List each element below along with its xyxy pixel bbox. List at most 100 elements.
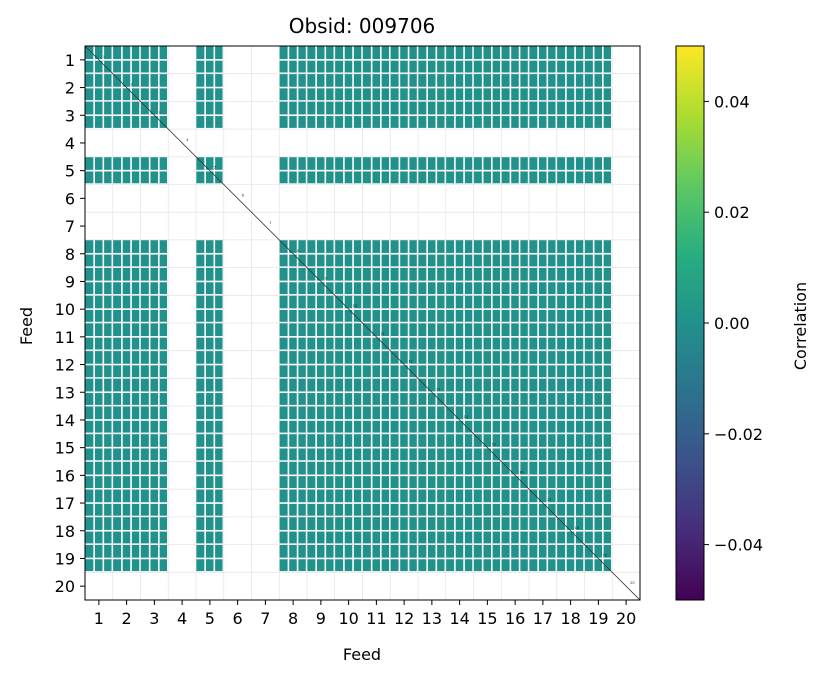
- heatmap-cell: [196, 489, 224, 517]
- heatmap-cell: [473, 46, 502, 74]
- heatmap-cell: [362, 267, 391, 296]
- heatmap-cell: [140, 544, 169, 573]
- x-axis: 1 2 3 4 5 6 7 8 9 10 11 12 13 14 15 16 17 18 19 20: [94, 600, 636, 628]
- heatmap-cell: [473, 323, 502, 351]
- heatmap-cell: [418, 544, 446, 573]
- heatmap-cell: [334, 544, 363, 573]
- heatmap-cell: [85, 267, 113, 296]
- heatmap-cell: [390, 516, 418, 545]
- heatmap-cell: [334, 267, 363, 296]
- heatmap-cell: [501, 46, 529, 74]
- heatmap-cell: [473, 239, 502, 268]
- heatmap-cell: [279, 433, 307, 462]
- y-tick-label: 17: [55, 494, 75, 513]
- x-tick-label: 10: [338, 609, 358, 628]
- heatmap-cell: [334, 73, 363, 102]
- heatmap-cell: [85, 295, 113, 323]
- heatmap-cell: [112, 489, 141, 517]
- heatmap-cell: [334, 156, 363, 185]
- y-tick-label: 16: [55, 466, 75, 485]
- heatmap-cell: [279, 544, 307, 573]
- heatmap-cell: [529, 46, 557, 74]
- heatmap-cell: [529, 267, 557, 296]
- heatmap-cell: [501, 239, 529, 268]
- diagonal-marker: 13: [436, 387, 440, 391]
- heatmap-cell: [556, 295, 585, 323]
- y-tick-label: 7: [65, 217, 75, 236]
- heatmap-cell: [390, 461, 418, 490]
- diagonal-marker: 7: [269, 221, 271, 225]
- y-tick-label: 12: [55, 356, 75, 375]
- heatmap-cell: [445, 378, 474, 407]
- y-tick-label: 19: [55, 549, 75, 568]
- heatmap-cell: [584, 73, 613, 102]
- plot-frame: [84, 45, 641, 601]
- heatmap-cell: [556, 267, 585, 296]
- heatmap-cell: [445, 323, 474, 351]
- heatmap-cell: [334, 350, 363, 379]
- heatmap-cell: [279, 323, 307, 351]
- heatmap-cell: [140, 461, 169, 490]
- heatmap-cell: [362, 516, 391, 545]
- heatmap-cell: [112, 101, 141, 130]
- heatmap-cell: [307, 461, 335, 490]
- colorbar-tick-label: −0.02: [714, 425, 763, 444]
- colorbar: 0.04 0.02 0.00 −0.02 −0.04: [675, 45, 763, 601]
- heatmap-cell: [140, 156, 169, 185]
- heatmap-cell: [140, 295, 169, 323]
- diagonal-marker: 17: [547, 498, 551, 502]
- heatmap-cell: [85, 516, 113, 545]
- heatmap-cell: [529, 323, 557, 351]
- heatmap-cell: [501, 433, 529, 462]
- heatmap-cell: [140, 323, 169, 351]
- x-tick-label: 11: [366, 609, 386, 628]
- heatmap-cell: [418, 156, 446, 185]
- heatmap-cell: [445, 239, 474, 268]
- heatmap-cell: [584, 378, 613, 407]
- heatmap-cell: [307, 101, 335, 130]
- heatmap-cell: [279, 267, 307, 296]
- diagonal-marker: 20: [630, 581, 634, 585]
- heatmap-cell: [445, 267, 474, 296]
- x-tick-label: 18: [560, 609, 580, 628]
- heatmap-cell: [390, 406, 418, 434]
- heatmap-cell: [473, 295, 502, 323]
- diagonal-marker: 9: [325, 276, 327, 280]
- heatmap-cell: [556, 489, 585, 517]
- y-tick-label: 11: [55, 328, 75, 347]
- heatmap-cell: [584, 156, 613, 185]
- heatmap-cell: [307, 156, 335, 185]
- diagonal-marker: 8: [297, 249, 299, 253]
- diagonal-marker: 2: [131, 83, 133, 87]
- heatmap-cell: [112, 406, 141, 434]
- diagonal-marker: 5: [214, 166, 216, 170]
- heatmap-cell: [390, 323, 418, 351]
- diagonal-marker: 16: [519, 470, 523, 474]
- heatmap-cell: [445, 295, 474, 323]
- heatmap-cell: [501, 267, 529, 296]
- x-tick-label: 17: [533, 609, 553, 628]
- heatmap-cell: [445, 101, 474, 130]
- heatmap-cell: [307, 295, 335, 323]
- heatmap-cell: [85, 101, 113, 130]
- heatmap-cell: [390, 73, 418, 102]
- heatmap-cell: [279, 489, 307, 517]
- heatmap-cell: [362, 489, 391, 517]
- heatmap-cell: [112, 461, 141, 490]
- heatmap-cell: [529, 378, 557, 407]
- y-tick-label: 15: [55, 439, 75, 458]
- heatmap-cell: [334, 101, 363, 130]
- heatmap-cell: [390, 156, 418, 185]
- diagonal-marker: 14: [464, 415, 469, 419]
- heatmap-cell: [362, 295, 391, 323]
- heatmap-cell: [473, 267, 502, 296]
- heatmap-cell: [501, 295, 529, 323]
- heatmap-cell: [307, 378, 335, 407]
- heatmap-cell: [529, 461, 557, 490]
- heatmap-cell: [140, 267, 169, 296]
- heatmap-cell: [445, 544, 474, 573]
- heatmap-cell: [418, 433, 446, 462]
- x-tick-label: 20: [616, 609, 636, 628]
- heatmap-cell: [307, 489, 335, 517]
